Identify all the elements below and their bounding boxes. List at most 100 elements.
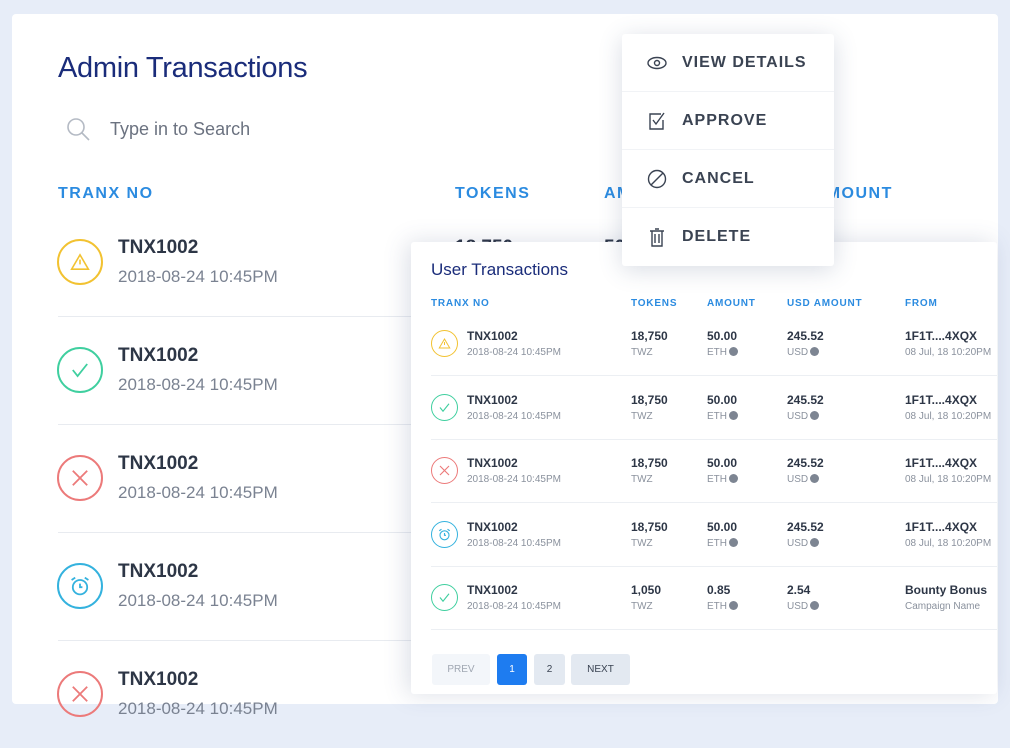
- info-icon[interactable]: [810, 601, 820, 610]
- usd-unit: USD: [787, 410, 809, 422]
- status-badge: [431, 584, 458, 611]
- table-row[interactable]: TNX1002 2018-08-24 10:45PM 18,750 TWZ 50…: [411, 504, 997, 567]
- user-transactions-card: User Transactions TRANX NO TOKENS AMOUNT…: [411, 242, 997, 694]
- from-sub: 08 Jul, 18 10:20PM: [905, 474, 992, 485]
- page-title: Admin Transactions: [58, 52, 308, 84]
- tranx-id: TNX1002: [467, 456, 518, 470]
- alarm-clock-icon: [71, 576, 89, 596]
- menu-item-cancel[interactable]: CANCEL: [622, 150, 834, 208]
- status-badge: [431, 457, 458, 484]
- amount-unit: ETH: [707, 347, 727, 358]
- header-from: FROM: [905, 298, 938, 309]
- status-badge: [57, 563, 103, 609]
- header-tokens: TOKENS: [631, 298, 678, 309]
- tranx-id: TNX1002: [118, 561, 199, 582]
- menu-item-approve[interactable]: APPROVE: [622, 92, 834, 150]
- tokens-unit: TWZ: [631, 347, 653, 358]
- amount-value: 50.00: [707, 456, 738, 470]
- x-icon: [439, 465, 450, 476]
- info-icon[interactable]: [810, 410, 820, 420]
- usd-unit: USD: [787, 474, 809, 485]
- usd-unit: USD: [787, 537, 809, 549]
- info-icon[interactable]: [810, 347, 820, 356]
- info-icon[interactable]: [729, 410, 738, 420]
- status-badge: [57, 347, 103, 393]
- info-icon[interactable]: [810, 474, 820, 483]
- eye-icon: [647, 56, 667, 69]
- table-row[interactable]: TNX1002 2018-08-24 10:45PM 18,750 TWZ 50…: [411, 440, 997, 503]
- from-value: Bounty Bonus: [905, 583, 987, 597]
- status-badge: [57, 239, 103, 285]
- alarm-clock-icon: [438, 528, 451, 540]
- table-row[interactable]: TNX1002 2018-08-24 10:45PM 18,750 TWZ 50…: [411, 377, 997, 440]
- row-divider: [58, 640, 458, 641]
- table-row[interactable]: TNX1002 2018-08-24 10:45PM: [46, 316, 406, 424]
- status-badge: [57, 455, 103, 501]
- table-row[interactable]: TNX1002 2018-08-24 10:45PM 1,050 TWZ 0.8…: [411, 567, 997, 630]
- search-input[interactable]: Type in to Search: [110, 119, 251, 139]
- menu-item-label: APPROVE: [682, 111, 768, 129]
- tokens-value: 18,750: [631, 519, 668, 534]
- info-icon[interactable]: [729, 537, 738, 547]
- next-button[interactable]: NEXT: [571, 654, 630, 685]
- info-icon[interactable]: [729, 347, 738, 356]
- checkbox-icon: [649, 112, 665, 130]
- tranx-date: 2018-08-24 10:45PM: [467, 347, 561, 358]
- info-icon[interactable]: [810, 537, 820, 547]
- check-icon: [72, 363, 88, 378]
- tranx-date: 2018-08-24 10:45PM: [118, 699, 278, 718]
- info-icon[interactable]: [729, 601, 738, 610]
- tranx-date: 2018-08-24 10:45PM: [118, 591, 278, 610]
- header-amount: AMOUNT: [707, 298, 756, 309]
- warning-icon: [438, 338, 451, 349]
- table-row[interactable]: TNX1002 2018-08-24 10:45PM: [46, 208, 406, 316]
- table-row[interactable]: TNX1002 2018-08-24 10:45PM: [46, 640, 406, 748]
- tranx-date: 2018-08-24 10:45PM: [467, 537, 561, 549]
- tranx-date: 2018-08-24 10:45PM: [467, 410, 561, 422]
- menu-item-label: VIEW DETAILS: [682, 53, 807, 71]
- header-tranx-no: TRANX NO: [431, 298, 490, 309]
- x-icon: [72, 686, 88, 702]
- page-1-button[interactable]: 1: [497, 654, 527, 685]
- amount-value: 50.00: [707, 519, 738, 534]
- tranx-id: TNX1002: [467, 392, 518, 407]
- tranx-id: TNX1002: [467, 329, 518, 343]
- status-badge: [57, 671, 103, 717]
- from-sub: 08 Jul, 18 10:20PM: [905, 410, 992, 422]
- table-row[interactable]: TNX1002 2018-08-24 10:45PM: [46, 424, 406, 532]
- warning-icon: [70, 253, 90, 270]
- table-row[interactable]: TNX1002 2018-08-24 10:45PM 18,750 TWZ 50…: [411, 313, 997, 376]
- amount-unit: ETH: [707, 474, 727, 485]
- tranx-id: TNX1002: [118, 453, 199, 474]
- tokens-value: 1,050: [631, 583, 662, 597]
- tokens-value: 18,750: [631, 392, 668, 407]
- page-2-button[interactable]: 2: [534, 654, 565, 685]
- tranx-date: 2018-08-24 10:45PM: [118, 375, 278, 394]
- tranx-id: TNX1002: [467, 519, 518, 534]
- from-value: 1F1T....4XQX: [905, 519, 978, 534]
- header-tokens: TOKENS: [455, 185, 531, 202]
- header-usd-amount: USD AMOUNT: [787, 298, 863, 309]
- row-divider: [431, 438, 997, 440]
- amount-unit: ETH: [707, 537, 727, 549]
- status-badge: [431, 330, 458, 357]
- tranx-date: 2018-08-24 10:45PM: [467, 601, 561, 612]
- menu-item-label: DELETE: [682, 228, 752, 245]
- row-divider: [58, 316, 458, 317]
- row-divider: [431, 565, 997, 567]
- tranx-date: 2018-08-24 10:45PM: [118, 267, 278, 286]
- header-tranx-no: TRANX NO: [58, 185, 154, 202]
- x-icon: [72, 470, 88, 486]
- check-icon: [439, 593, 450, 603]
- amount-value: 0.85: [707, 583, 731, 597]
- usd-unit: USD: [787, 601, 809, 612]
- menu-item-delete[interactable]: DELETE: [622, 208, 834, 266]
- tranx-id: TNX1002: [118, 345, 199, 366]
- table-row[interactable]: TNX1002 2018-08-24 10:45PM: [46, 532, 406, 640]
- menu-item-view-details[interactable]: VIEW DETAILS: [622, 34, 834, 92]
- from-sub: Campaign Name: [905, 601, 981, 612]
- info-icon[interactable]: [729, 474, 738, 483]
- from-value: 1F1T....4XQX: [905, 456, 978, 470]
- prev-button[interactable]: PREV: [432, 654, 490, 685]
- ban-icon: [647, 169, 667, 188]
